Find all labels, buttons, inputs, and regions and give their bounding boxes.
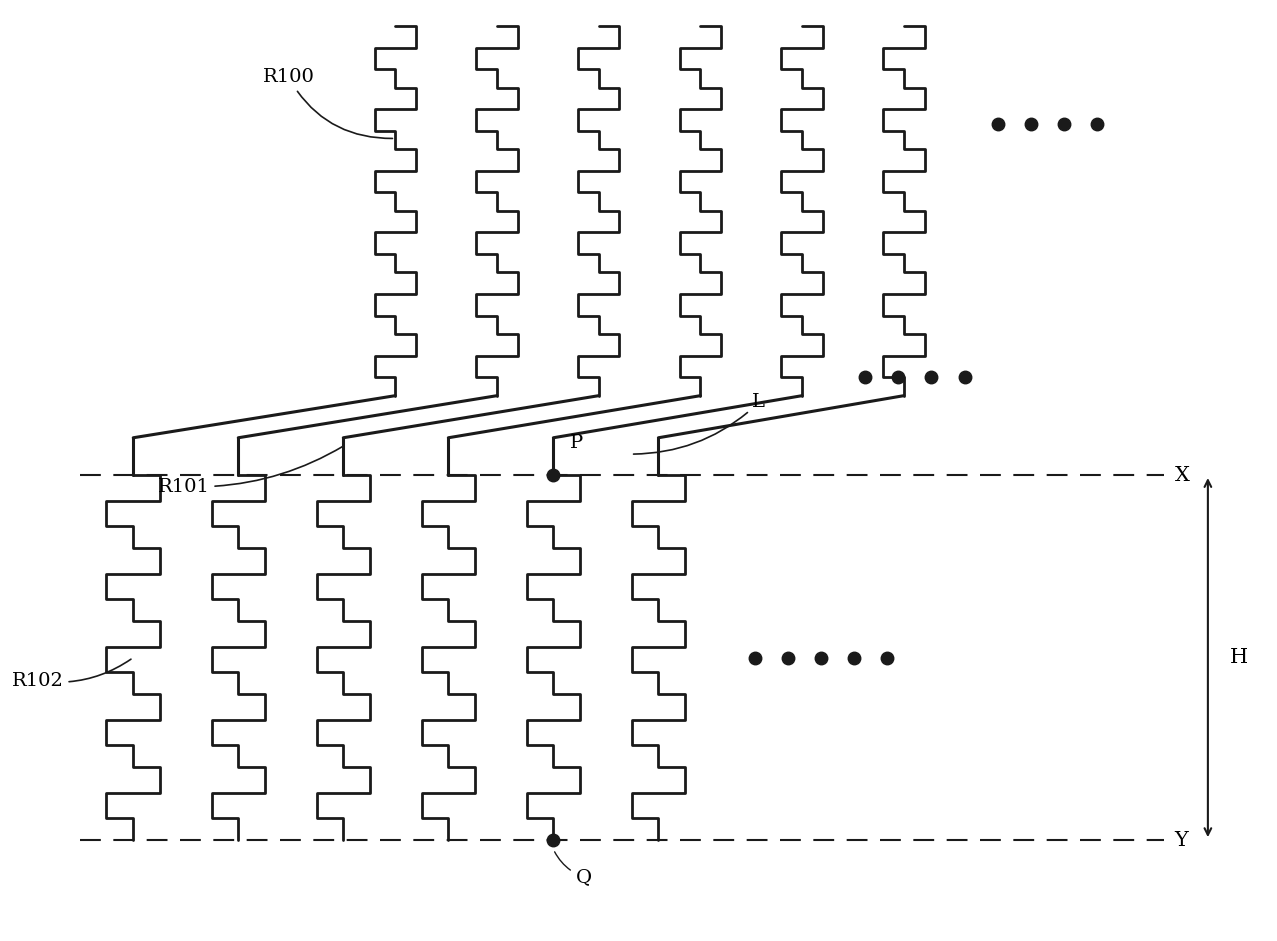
Text: L: L [633,393,765,455]
Text: P: P [570,434,584,452]
Text: R102: R102 [11,660,132,690]
Text: R100: R100 [263,69,392,138]
Text: H: H [1230,648,1248,667]
Text: Y: Y [1175,831,1189,850]
Text: R101: R101 [157,446,344,496]
Text: Q: Q [554,852,591,886]
Text: X: X [1175,466,1190,485]
